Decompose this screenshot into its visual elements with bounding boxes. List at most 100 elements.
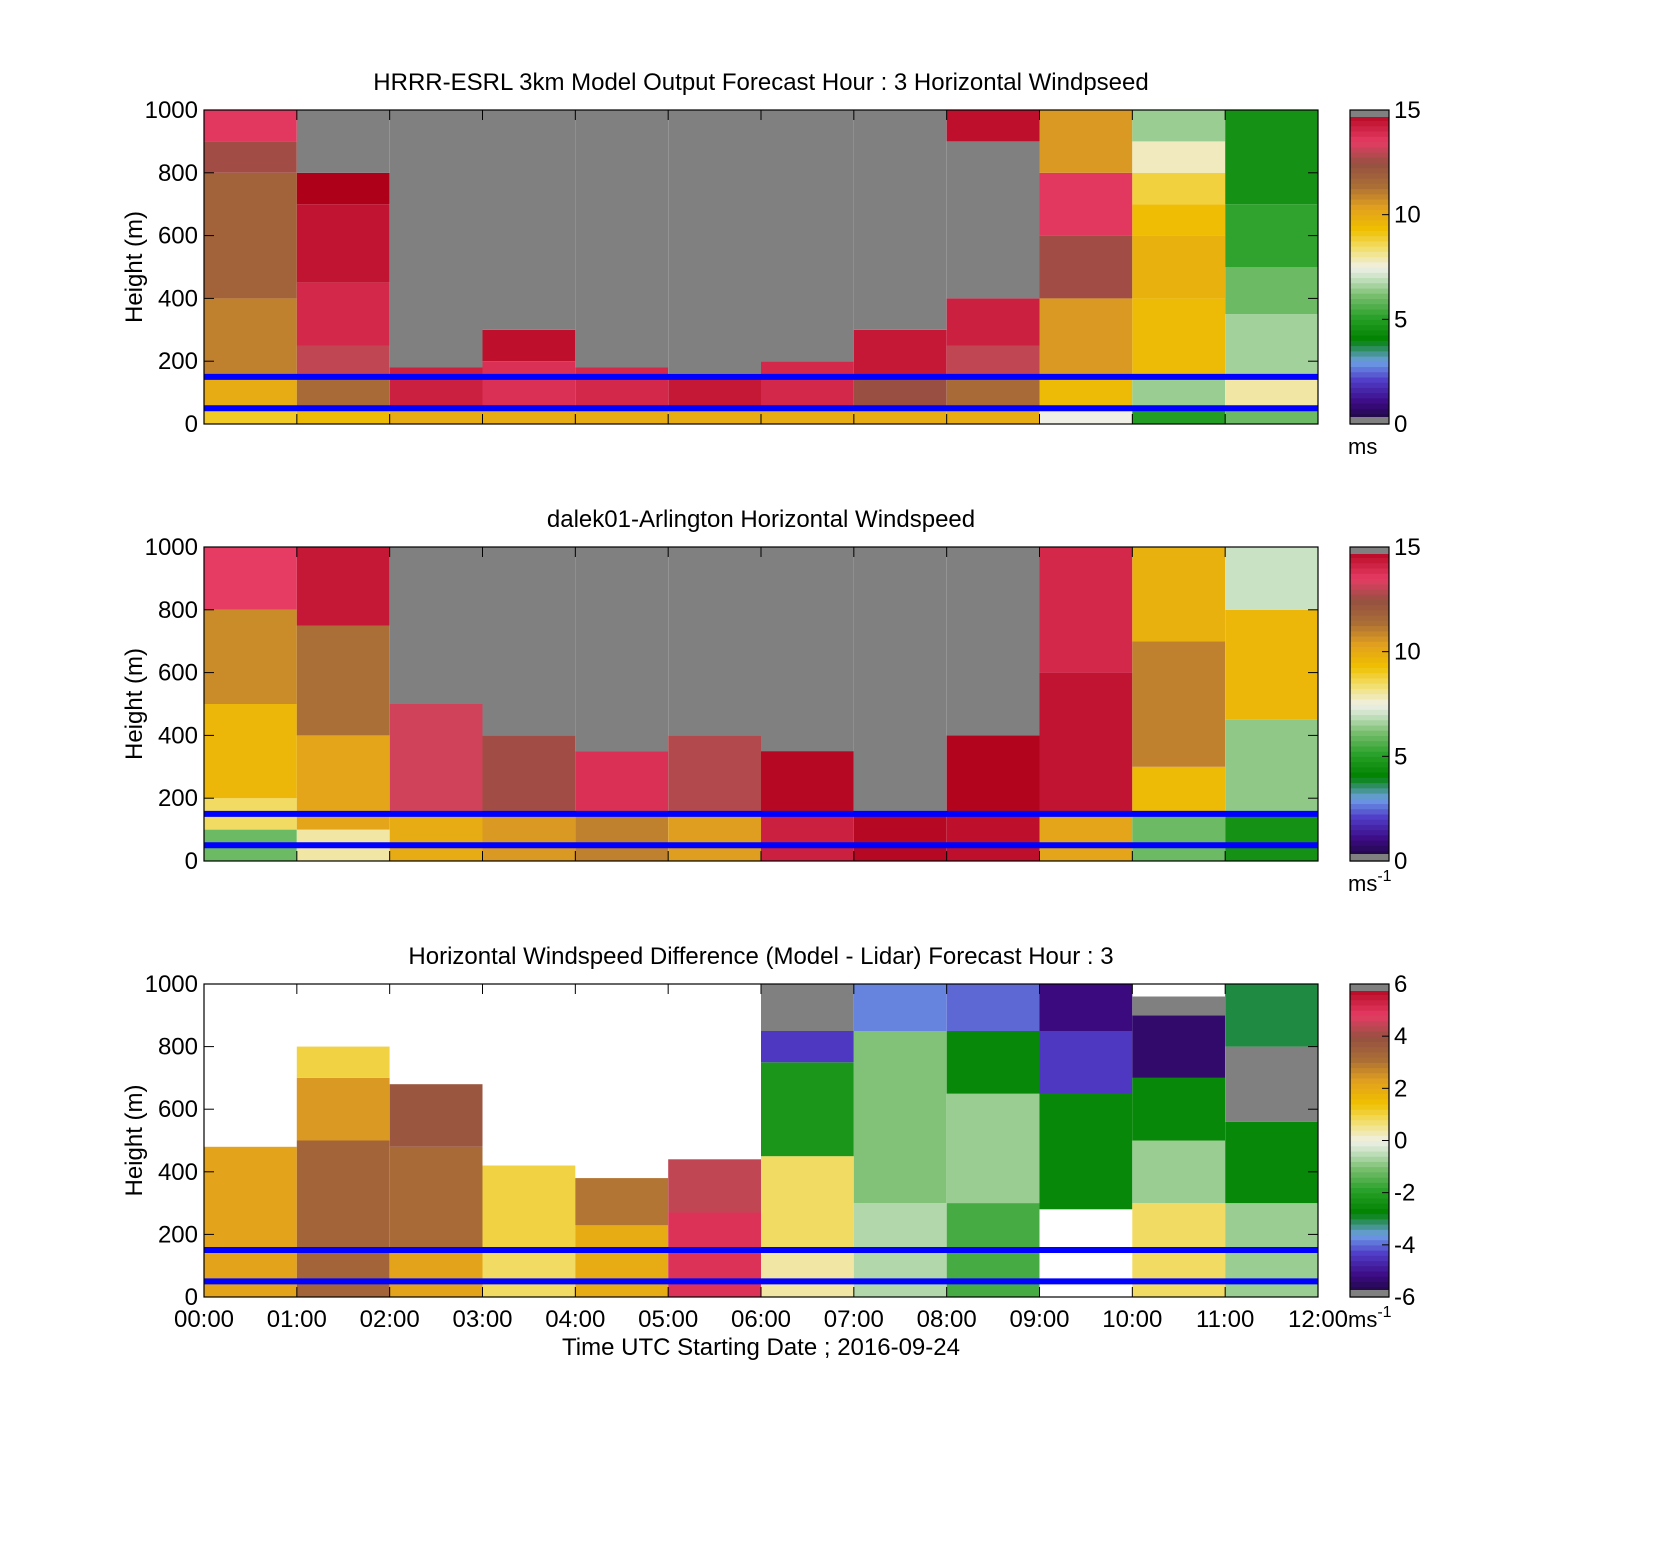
heatmap-cell [296, 204, 390, 283]
colorbar-segment [1350, 594, 1389, 600]
colorbar-segment [1350, 329, 1389, 336]
heatmap-cell [1039, 672, 1133, 814]
colorbar-segment [1350, 824, 1389, 831]
x-tick-label: 08:00 [917, 1306, 977, 1333]
colorbar-unit: ms-1 [1348, 1304, 1392, 1332]
colorbar-segment [1350, 267, 1389, 273]
colorbar-segment [1350, 829, 1389, 836]
y-tick-label: 200 [158, 785, 198, 812]
heatmap-cell [389, 1084, 483, 1147]
colorbar-segment [1350, 1265, 1389, 1272]
heatmap-cell [296, 1046, 390, 1078]
heatmap-cell [668, 1159, 761, 1213]
colorbar-segment [1350, 1192, 1389, 1199]
x-axis-label: Time UTC Starting Date ; 2016-09-24 [562, 1334, 960, 1361]
heatmap-cell [296, 1077, 390, 1141]
colorbar-segment [1350, 235, 1389, 242]
x-tick-label: 10:00 [1102, 1306, 1162, 1333]
heatmap-cell [296, 345, 390, 377]
colorbar-segment [1350, 698, 1389, 705]
colorbar-segment [1350, 641, 1389, 648]
heatmap-cell [1225, 1046, 1318, 1122]
colorbar-missing-swatch [1350, 1290, 1389, 1297]
colorbar-segment [1350, 120, 1389, 127]
y-axis-label: Height (m) [121, 1084, 148, 1196]
colorbar-segment [1350, 578, 1389, 585]
heatmap-cell [1225, 984, 1318, 1047]
colorbar-segment [1350, 303, 1389, 310]
colorbar-segment [1350, 1004, 1389, 1011]
colorbar-segment [1350, 282, 1389, 289]
colorbar-segment [1350, 172, 1389, 179]
heatmap-cell [389, 813, 483, 861]
x-tick-label: 02:00 [360, 1306, 420, 1333]
heatmap-cell [946, 408, 1040, 424]
heatmap-cell [482, 1250, 576, 1297]
heatmap-cell [482, 408, 576, 424]
heatmap-cell [1225, 547, 1318, 610]
heatmap-cell [1132, 298, 1226, 377]
heatmap-cell [946, 1031, 1040, 1094]
heatmap-cell [296, 1140, 390, 1297]
heatmap-cell [1039, 1093, 1133, 1210]
heatmap-cell [761, 751, 854, 814]
panel-1: HRRR-ESRL 3km Model Output Forecast Hour… [121, 69, 1421, 459]
colorbar-segment [1350, 1046, 1389, 1053]
colorbar-tick-label: 15 [1394, 534, 1421, 561]
heatmap-cell [482, 735, 576, 814]
heatmap-cell [946, 1093, 1040, 1203]
colorbar-segment [1350, 1161, 1389, 1168]
y-tick-label: 0 [185, 411, 198, 438]
colorbar-segment [1350, 745, 1389, 752]
colorbar-segment [1350, 1281, 1389, 1288]
colorbar-segment [1350, 656, 1389, 663]
colorbar-segment [1350, 1145, 1389, 1152]
heatmap-cell [1039, 235, 1133, 299]
colorbar-segment [1350, 1083, 1389, 1089]
colorbar-unit-base: ms [1348, 871, 1377, 896]
colorbar-segment [1350, 1109, 1389, 1116]
colorbar-segment [1350, 599, 1389, 606]
colorbar-segment [1350, 382, 1389, 388]
heatmap-cell [853, 110, 947, 330]
colorbar-segment [1350, 735, 1389, 742]
x-tick-label: 03:00 [452, 1306, 512, 1333]
colorbar-missing-swatch [1350, 547, 1389, 554]
heatmap-cell [1132, 1015, 1226, 1078]
colorbar-segment [1350, 230, 1389, 237]
colorbar-segment [1350, 1260, 1389, 1267]
colorbar-segment [1350, 1234, 1389, 1241]
colorbar-segment [1350, 588, 1389, 595]
colorbar-segment [1350, 204, 1389, 211]
colorbar-segment [1350, 193, 1389, 200]
colorbar-segment [1350, 782, 1389, 789]
colorbar-segment [1350, 392, 1389, 399]
colorbar-segment [1350, 1010, 1389, 1016]
chart-title: Horizontal Windspeed Difference (Model -… [408, 943, 1113, 970]
colorbar-segment [1350, 1213, 1389, 1220]
colorbar-tick-label: 4 [1394, 1023, 1407, 1050]
heatmap-cell [946, 298, 1040, 346]
colorbar-segment [1350, 813, 1389, 820]
colorbar-segment [1350, 413, 1389, 420]
heatmap-cell [1132, 641, 1226, 767]
heatmap-cell [296, 408, 390, 424]
colorbar-segment [1350, 219, 1389, 226]
colorbar-tick-label: 10 [1394, 202, 1421, 229]
x-axis: 00:00 01:00 02:00 03:00 04:00 05:00 06:00 07:00… [174, 1306, 1348, 1361]
colorbar: 0 5 10 15 ms-1 [1348, 534, 1421, 896]
colorbar-segment [1350, 355, 1389, 362]
heatmap-cell [482, 110, 576, 330]
colorbar-tick-label: -2 [1394, 1180, 1415, 1207]
colorbar-segment [1350, 766, 1389, 773]
heatmap-cell [1132, 141, 1226, 173]
heatmap-cell [946, 110, 1040, 142]
heatmap-cell [575, 547, 669, 752]
heatmap-cell [389, 1146, 483, 1251]
colorbar-segment [1350, 1036, 1389, 1042]
colorbar-segment [1350, 1171, 1389, 1178]
heatmap-cell [1225, 376, 1318, 409]
colorbar-segment [1350, 256, 1389, 263]
colorbar-segment [1350, 324, 1389, 331]
heatmap-cell [482, 1165, 576, 1250]
